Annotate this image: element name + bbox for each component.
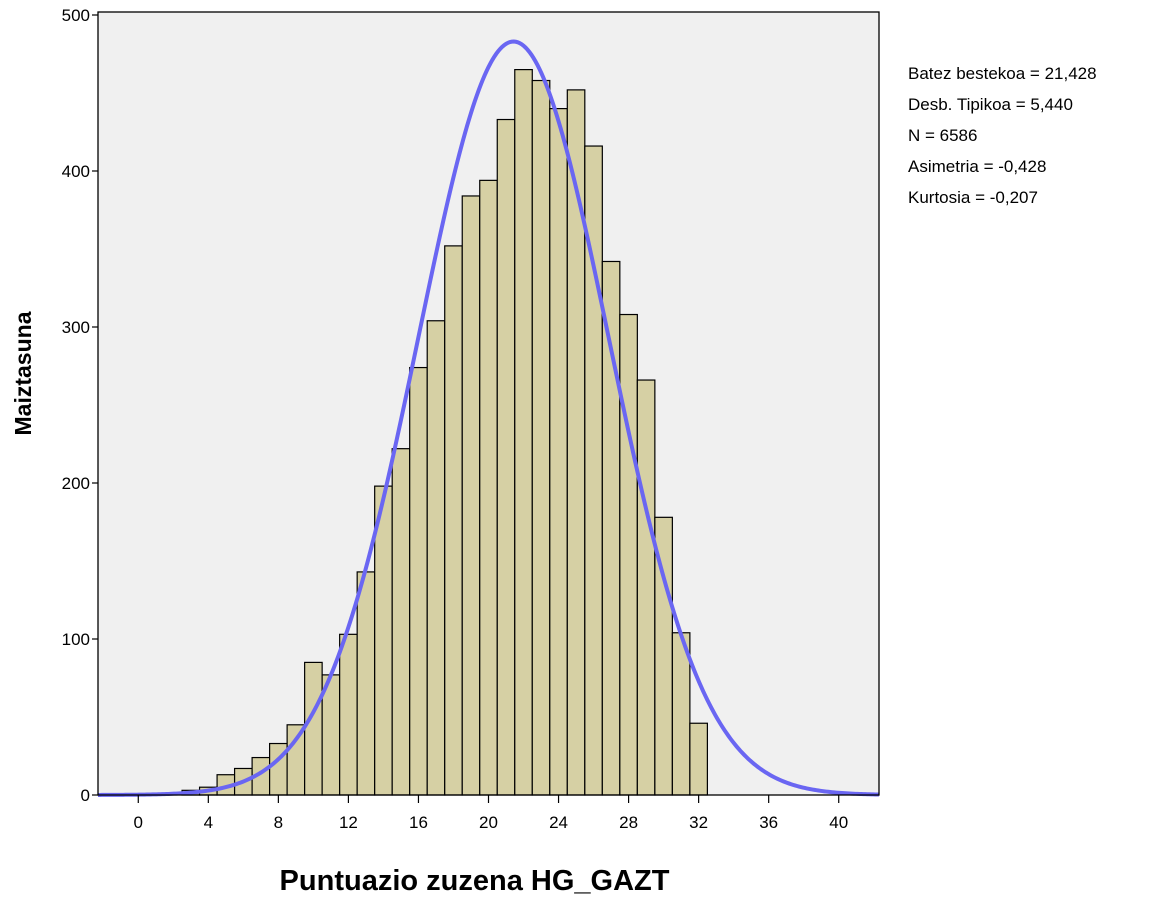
histogram-bar xyxy=(409,366,428,796)
x-tick-label: 16 xyxy=(409,813,428,832)
histogram-bar xyxy=(549,107,568,796)
stat-skewness: Asimetria = -0,428 xyxy=(908,157,1047,176)
y-axis-title: Maiztasuna xyxy=(10,311,36,435)
histogram-bar xyxy=(514,68,533,796)
histogram-bar xyxy=(444,245,463,796)
x-tick-label: 24 xyxy=(549,813,568,832)
histogram-bar xyxy=(391,448,411,796)
bars-group xyxy=(181,68,708,796)
x-tick-label: 12 xyxy=(339,813,358,832)
y-tick-label: 200 xyxy=(62,474,90,493)
x-axis: 0 4 8 12 16 20 24 28 32 36 40 xyxy=(134,795,848,832)
stat-n: N = 6586 xyxy=(908,126,978,145)
y-tick-label: 300 xyxy=(62,318,90,337)
x-tick-label: 20 xyxy=(479,813,498,832)
histogram-bar xyxy=(426,320,446,796)
normal-curve xyxy=(98,39,880,797)
histogram-bar xyxy=(461,195,481,796)
histogram-bar xyxy=(531,79,551,796)
y-tick-label: 0 xyxy=(81,786,90,805)
histogram-bar xyxy=(689,722,708,796)
histogram-bar xyxy=(339,633,358,796)
x-tick-label: 8 xyxy=(274,813,283,832)
stat-kurtosis: Kurtosia = -0,207 xyxy=(908,188,1038,207)
x-axis-title: Puntuazio zuzena HG_GAZT xyxy=(280,865,670,897)
histogram-bar xyxy=(619,313,638,796)
y-tick-label: 500 xyxy=(62,6,90,25)
histogram-bar xyxy=(636,379,656,796)
histogram-bar xyxy=(479,179,498,796)
x-tick-label: 0 xyxy=(134,813,143,832)
histogram-bar xyxy=(286,724,306,796)
y-tick-label: 100 xyxy=(62,630,90,649)
histogram-bar xyxy=(304,661,323,796)
y-tick-label: 400 xyxy=(62,162,90,181)
x-tick-label: 32 xyxy=(689,813,708,832)
x-tick-label: 36 xyxy=(759,813,778,832)
histogram-bar xyxy=(496,118,516,796)
stat-mean: Batez bestekoa = 21,428 xyxy=(908,64,1097,83)
y-axis: 0 100 200 300 400 500 xyxy=(62,6,98,805)
x-tick-label: 40 xyxy=(829,813,848,832)
statistics-legend: Batez bestekoa = 21,428 Desb. Tipikoa = … xyxy=(908,58,1097,213)
histogram-bar xyxy=(356,571,376,796)
stat-std-dev: Desb. Tipikoa = 5,440 xyxy=(908,95,1073,114)
x-tick-label: 4 xyxy=(204,813,213,832)
x-tick-label: 28 xyxy=(619,813,638,832)
histogram-bar xyxy=(374,485,393,796)
